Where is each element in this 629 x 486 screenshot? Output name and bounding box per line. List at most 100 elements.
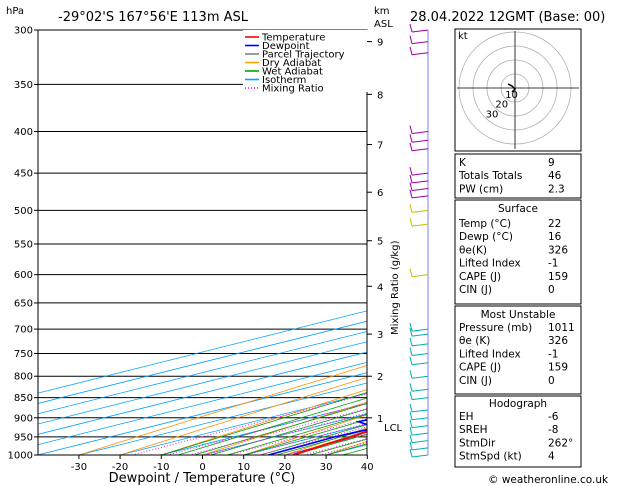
hodograph-unit: kt: [458, 31, 468, 42]
legend-label: Dry Adiabat: [262, 58, 321, 69]
index-value: 159: [548, 362, 568, 374]
surface-box: [454, 199, 582, 305]
wind-barb: [411, 440, 429, 444]
wind-barb-feather: [409, 174, 413, 184]
legend-background: [243, 30, 380, 92]
table-section-title: Hodograph: [489, 398, 547, 410]
dry-adiabat-line: [119, 376, 367, 455]
wind-barb: [411, 388, 429, 392]
isotherm-line: [38, 372, 367, 455]
wind-barb: [411, 274, 429, 278]
index-value: 1011: [548, 322, 575, 334]
series-point: [334, 436, 336, 438]
height-unit-km: km: [374, 6, 390, 17]
wind-barb-feather: [409, 142, 413, 151]
index-value: -8: [548, 424, 558, 436]
temp-tick-label: 20: [279, 462, 292, 473]
index-value: 46: [548, 170, 562, 182]
series-point: [442, 397, 443, 398]
wind-barb: [411, 180, 429, 184]
wind-barb-feather: [409, 46, 413, 55]
wind-barb: [411, 209, 429, 213]
dry-adiabat-line: [78, 365, 367, 455]
wind-barb: [411, 409, 429, 413]
pressure-tick-label: 900: [14, 413, 33, 424]
temperature-axis: -30 -20 -10 0 10 20 30 40: [71, 455, 374, 473]
wind-barb-feather: [409, 167, 413, 176]
indices-table: K 9 Totals Totals 46 PW (cm) 2.3 Surface Temp (…: [454, 153, 582, 468]
lcl-label: LCL: [384, 423, 403, 434]
temp-tick-label: -30: [71, 462, 87, 473]
index-value: -1: [548, 258, 558, 270]
series-point: [307, 443, 309, 445]
most-unstable-box: [454, 305, 582, 395]
legend-label: Dewpoint: [262, 41, 310, 52]
height-unit-asl: ASL: [374, 19, 393, 30]
series-point: [437, 367, 438, 368]
index-name: StmSpd (kt): [459, 451, 522, 463]
wind-barb: [411, 223, 429, 227]
isotherm-line: [38, 310, 367, 394]
index-value: 326: [548, 244, 568, 256]
wind-barb-feather: [409, 134, 413, 143]
km-tick-label: 7: [377, 141, 383, 152]
km-tick-label: 1: [377, 414, 383, 425]
wet-adiabat-line: [177, 397, 367, 455]
pressure-tick-label: 850: [14, 393, 33, 404]
wind-barb-feather: [409, 347, 413, 356]
wind-barb-feather: [409, 125, 413, 134]
wind-barb-feather: [409, 204, 413, 213]
wind-barb: [411, 352, 429, 356]
index-value: 159: [548, 271, 568, 283]
hodograph-frame: [454, 28, 582, 152]
wind-barb: [411, 131, 429, 135]
wind-barb-feather: [409, 411, 413, 420]
wind-barb-feather: [409, 356, 413, 365]
pressure-tick-label: 1000: [8, 451, 33, 462]
wind-profile: [409, 23, 429, 458]
wind-barb-feather: [409, 370, 413, 379]
index-name: CIN (J): [459, 284, 492, 296]
height-axis: 1 2 3 4 5 6 7 8 9: [367, 38, 383, 425]
pressure-tick-label: 750: [14, 349, 33, 360]
isotherm-line: [38, 320, 367, 404]
legend-label: Parcel Trajectory: [262, 50, 345, 61]
grid-layer: [38, 30, 367, 455]
km-tick-label: 5: [377, 237, 383, 248]
index-name: θe(K): [459, 244, 487, 256]
series-point: [379, 427, 380, 428]
index-value: -6: [548, 411, 559, 423]
km-tick-label: 3: [377, 330, 383, 341]
index-name: Lifted Index: [459, 258, 521, 270]
temp-tick-label: 0: [199, 462, 205, 473]
wind-barb-feather: [409, 337, 413, 347]
wind-barb: [411, 343, 429, 347]
km-tick-label: 9: [377, 38, 383, 49]
isotherm-line: [78, 382, 367, 455]
dry-adiabat-line: [202, 401, 367, 455]
x-axis-title: Dewpoint / Temperature (°C): [109, 471, 296, 486]
km-tick-label: 8: [377, 90, 383, 101]
wind-barb-feather: [409, 391, 413, 400]
series-point: [357, 421, 359, 423]
legend-label: Temperature: [261, 33, 325, 44]
wind-barb-feather: [409, 403, 413, 412]
table-section-title: Surface: [498, 203, 538, 215]
wind-barb-feather: [409, 182, 413, 191]
km-tick-label: 4: [377, 282, 383, 293]
wind-barb-feather: [409, 218, 413, 227]
wind-barb-feather: [409, 35, 413, 44]
datetime-title: 28.04.2022 12GMT (Base: 00): [410, 10, 605, 25]
index-name: Totals Totals: [458, 170, 522, 182]
legend-label: Wet Adiabat: [262, 67, 323, 78]
index-name: EH: [459, 411, 474, 423]
legend-label: Mixing Ratio: [262, 84, 324, 95]
wind-barb: [411, 139, 429, 143]
wind-barb-feather: [409, 327, 413, 337]
index-name: PW (cm): [459, 183, 503, 195]
pressure-tick-label: 350: [14, 80, 33, 91]
temp-tick-label: -10: [153, 462, 169, 473]
